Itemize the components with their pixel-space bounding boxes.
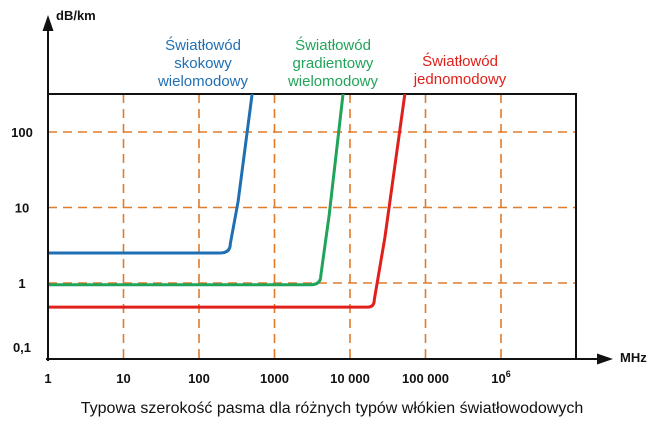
y-tick-label: 10 (15, 201, 29, 216)
series-label: Światłowód (165, 36, 241, 54)
series-label: Światłowód (295, 36, 371, 54)
series-line (48, 94, 254, 255)
y-tick-label: 100 (11, 125, 33, 140)
y-tick-label: 0,1 (13, 340, 31, 355)
x-tick-label: 106 (491, 369, 510, 386)
x-tick-label: 1 (44, 371, 51, 386)
series-label: wielomodowy (287, 73, 379, 90)
x-axis-unit: MHz (620, 350, 647, 365)
series-line (48, 94, 345, 287)
chart-caption: Typowa szerokość pasma dla różnych typów… (81, 400, 583, 417)
y-tick-labels: 0,1 1 10 100 (11, 125, 33, 355)
series-label: gradientowy (293, 55, 374, 72)
series-label: jednomodowy (413, 71, 507, 88)
series-lines (48, 94, 407, 309)
plot-frame (47, 93, 577, 360)
x-tick-labels: 1 10 100 1000 10 000 100 000 106 (44, 369, 510, 386)
series-labels: ŚwiatłowódskokowywielomodowyŚwiatłowódgr… (157, 36, 507, 90)
y-axis-unit: dB/km (56, 8, 96, 23)
x-tick-label: 10 (116, 371, 130, 386)
y-axis-arrow (42, 15, 54, 31)
x-tick-label: 10 000 (330, 371, 370, 386)
x-tick-label: 100 (188, 371, 210, 386)
series-line (48, 94, 407, 309)
axes (42, 15, 613, 365)
series-label: skokowy (174, 55, 232, 72)
y-tick-label: 1 (18, 276, 25, 291)
x-axis-arrow (597, 353, 613, 365)
x-tick-label: 100 000 (402, 371, 449, 386)
series-label: Światłowód (422, 52, 498, 70)
x-tick-label: 1000 (260, 371, 289, 386)
series-label: wielomodowy (157, 73, 249, 90)
grid-lines (48, 94, 576, 359)
